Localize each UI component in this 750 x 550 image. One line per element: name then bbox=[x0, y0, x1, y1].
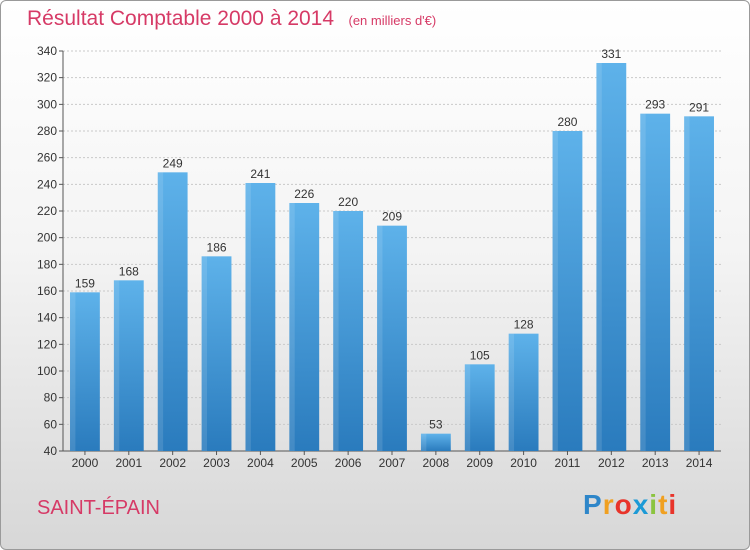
data-label: 209 bbox=[382, 210, 402, 224]
bar-highlight bbox=[201, 256, 207, 451]
y-tick-label: 60 bbox=[44, 417, 58, 431]
bar-2008 bbox=[420, 433, 451, 451]
y-tick-label: 140 bbox=[37, 311, 57, 325]
x-tick-label: 2014 bbox=[686, 456, 713, 470]
data-label: 249 bbox=[163, 156, 183, 170]
logo-letter: t bbox=[658, 489, 669, 520]
place-name: SAINT-ÉPAIN bbox=[37, 497, 160, 519]
y-tick-label: 320 bbox=[37, 71, 57, 85]
bar-2003 bbox=[201, 256, 232, 451]
bar-highlight bbox=[508, 333, 515, 451]
logo-letter: o bbox=[614, 489, 633, 520]
data-label: 168 bbox=[119, 264, 139, 278]
bar-layer bbox=[70, 63, 714, 452]
bar-highlight bbox=[113, 280, 120, 451]
x-tick-label: 2006 bbox=[335, 456, 362, 470]
bar-2005 bbox=[289, 203, 320, 451]
data-label: 186 bbox=[207, 240, 227, 254]
data-label: 241 bbox=[250, 167, 270, 181]
y-tick-label: 260 bbox=[37, 151, 57, 165]
x-tick-label: 2000 bbox=[72, 456, 99, 470]
x-tick-label: 2010 bbox=[510, 456, 537, 470]
y-tick-label: 160 bbox=[37, 284, 57, 298]
bar-highlight bbox=[70, 292, 76, 451]
bar-highlight bbox=[333, 211, 339, 451]
data-label: 53 bbox=[429, 418, 443, 432]
data-label: 128 bbox=[514, 318, 534, 332]
x-tick-label: 2011 bbox=[555, 456, 581, 470]
bar-2007 bbox=[377, 225, 407, 451]
logo-letter: r bbox=[602, 489, 615, 520]
y-tick-label: 100 bbox=[37, 364, 57, 378]
chart-title-row: Résultat Comptable 2000 à 2014 (en milli… bbox=[27, 7, 436, 31]
data-label: 293 bbox=[645, 98, 665, 112]
x-tick-label: 2002 bbox=[159, 456, 186, 470]
bar-highlight bbox=[684, 116, 690, 451]
x-tick-label: 2012 bbox=[598, 456, 625, 470]
y-tick-label: 300 bbox=[37, 97, 57, 111]
data-label: 280 bbox=[557, 115, 577, 129]
bar-2001 bbox=[113, 280, 144, 451]
data-label: 220 bbox=[338, 195, 358, 209]
data-label: 226 bbox=[294, 187, 314, 201]
x-tick-label: 2001 bbox=[115, 456, 142, 470]
x-tick-label: 2008 bbox=[423, 456, 450, 470]
logo-letter: x bbox=[632, 489, 650, 520]
data-label: 331 bbox=[601, 47, 621, 61]
bar-highlight bbox=[377, 225, 383, 451]
y-tick-label: 220 bbox=[37, 204, 57, 218]
x-tick-label: 2003 bbox=[203, 456, 230, 470]
bar-2000 bbox=[70, 292, 100, 451]
proxiti-logo: Proxiti bbox=[583, 489, 677, 521]
y-tick-label: 120 bbox=[37, 337, 57, 351]
bar-highlight bbox=[420, 433, 427, 451]
label-layer: 159 168 249 186 241 226 220 209 53 105 128 280 331 29… bbox=[75, 47, 709, 432]
bar-2014 bbox=[684, 116, 714, 451]
bar-highlight bbox=[157, 172, 164, 452]
y-tick-label: 180 bbox=[37, 257, 57, 271]
data-label: 105 bbox=[470, 348, 490, 362]
logo-letter: i bbox=[649, 489, 659, 520]
chart-unit-note: (en milliers d'€) bbox=[348, 13, 437, 28]
logo-letter: P bbox=[583, 489, 603, 520]
data-label: 159 bbox=[75, 276, 95, 290]
bar-2013 bbox=[640, 113, 671, 452]
bar-2004 bbox=[245, 183, 276, 451]
x-tick-label: 2004 bbox=[247, 456, 274, 470]
bar-highlight bbox=[245, 183, 251, 451]
y-tick-label: 40 bbox=[44, 444, 58, 458]
bar-highlight bbox=[596, 63, 602, 451]
bar-2010 bbox=[508, 333, 539, 451]
y-tick-label: 200 bbox=[37, 231, 57, 245]
y-tick-label: 280 bbox=[37, 124, 57, 138]
bar-highlight bbox=[552, 131, 558, 451]
y-tick-label: 340 bbox=[37, 44, 57, 58]
x-tick-label: 2013 bbox=[642, 456, 669, 470]
y-tick-label: 80 bbox=[44, 391, 58, 405]
x-tick-label: 2007 bbox=[379, 456, 406, 470]
chart-title: Résultat Comptable 2000 à 2014 bbox=[27, 7, 335, 30]
x-tick-label: 2005 bbox=[291, 456, 318, 470]
bar-2002 bbox=[157, 172, 188, 452]
bar-highlight bbox=[464, 364, 471, 451]
logo-letter: i bbox=[668, 489, 678, 520]
data-label: 291 bbox=[689, 100, 709, 114]
bar-2006 bbox=[333, 211, 364, 451]
bar-2009 bbox=[464, 364, 495, 451]
bar-highlight bbox=[289, 203, 295, 451]
y-tick-label: 240 bbox=[37, 177, 57, 191]
bar-2011 bbox=[552, 131, 583, 451]
bar-highlight bbox=[640, 113, 646, 452]
bar-2012 bbox=[596, 63, 627, 451]
x-tick-label: 2009 bbox=[466, 456, 493, 470]
axis-layer: 40 60 80 100 120 140 160 180 200 220 240 260 280 300 3… bbox=[37, 44, 721, 470]
